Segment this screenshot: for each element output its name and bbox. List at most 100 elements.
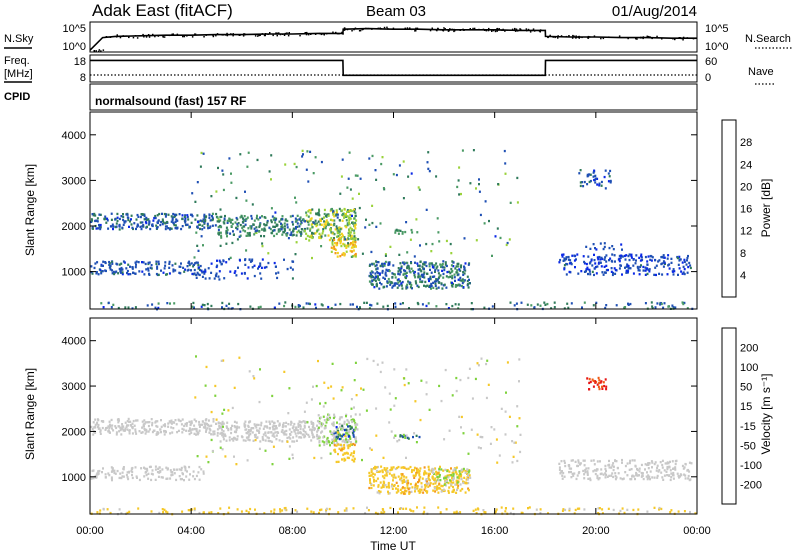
nsky-point xyxy=(299,34,301,37)
data-cell xyxy=(408,487,411,490)
nsky-point xyxy=(646,35,648,38)
data-cell xyxy=(270,231,273,235)
nsky-point xyxy=(182,35,184,38)
data-cell xyxy=(175,478,178,482)
data-cell xyxy=(155,260,158,263)
data-cell xyxy=(368,307,371,310)
data-cell xyxy=(202,470,205,473)
data-cell xyxy=(402,486,404,489)
data-cell xyxy=(431,477,434,480)
data-cell xyxy=(385,486,388,489)
data-cell xyxy=(348,234,351,237)
data-cell xyxy=(312,221,315,224)
data-cell xyxy=(348,231,351,234)
data-cell xyxy=(658,272,661,275)
data-cell xyxy=(588,270,591,273)
data-cell xyxy=(586,470,589,473)
data-cell xyxy=(452,469,455,472)
data-cell xyxy=(467,474,469,477)
data-cell xyxy=(353,379,356,382)
data-cell xyxy=(642,269,645,272)
data-cell xyxy=(421,477,424,480)
data-cell xyxy=(233,420,236,423)
data-cell xyxy=(499,236,502,240)
data-cell xyxy=(375,469,378,473)
data-cell xyxy=(333,413,336,416)
data-cell xyxy=(352,221,355,224)
data-cell xyxy=(400,476,403,480)
nsky-point xyxy=(674,37,676,40)
data-cell xyxy=(223,217,226,220)
nsky-point xyxy=(222,34,225,36)
data-cell xyxy=(375,268,378,271)
nsky-point xyxy=(429,29,432,32)
data-cell xyxy=(527,507,529,510)
data-cell xyxy=(211,214,213,218)
data-cell xyxy=(249,433,252,436)
data-cell xyxy=(273,234,276,238)
data-cell xyxy=(590,259,593,262)
data-cell xyxy=(164,264,167,267)
nsky-point xyxy=(386,26,388,29)
data-cell xyxy=(228,219,231,223)
data-cell xyxy=(271,425,274,429)
data-cell xyxy=(674,466,677,469)
data-cell xyxy=(329,227,332,231)
data-cell xyxy=(161,476,164,479)
data-cell xyxy=(325,224,328,228)
data-cell xyxy=(418,491,421,494)
data-cell xyxy=(320,303,323,306)
data-cell xyxy=(596,265,599,268)
data-cell xyxy=(135,227,137,231)
data-cell xyxy=(275,438,278,441)
data-cell xyxy=(260,277,263,280)
nsky-point xyxy=(502,29,504,31)
data-cell xyxy=(290,430,293,434)
nsky-point xyxy=(212,35,215,38)
data-cell xyxy=(509,301,512,304)
data-cell xyxy=(458,477,461,480)
data-cell xyxy=(435,471,438,474)
data-cell xyxy=(163,267,166,270)
data-cell xyxy=(683,301,686,305)
data-cell xyxy=(307,210,310,213)
data-cell xyxy=(623,254,626,258)
nsky-point xyxy=(491,30,493,32)
data-cell xyxy=(340,389,343,392)
data-cell xyxy=(272,428,275,431)
data-cell xyxy=(216,434,219,437)
data-cell xyxy=(371,154,374,158)
data-cell xyxy=(460,266,462,269)
data-cell xyxy=(526,303,529,306)
data-cell xyxy=(145,430,148,433)
data-cell xyxy=(443,283,446,286)
data-cell xyxy=(401,232,404,235)
data-cell xyxy=(393,284,396,287)
data-cell xyxy=(686,307,689,310)
data-cell xyxy=(150,478,153,482)
data-cell xyxy=(294,305,297,309)
data-cell xyxy=(670,509,673,512)
data-cell xyxy=(300,221,303,224)
data-cell xyxy=(253,423,256,426)
data-cell xyxy=(338,418,341,421)
data-cell xyxy=(224,455,227,458)
data-cell xyxy=(610,270,613,273)
data-cell xyxy=(115,426,118,430)
data-cell xyxy=(250,227,253,230)
data-cell xyxy=(603,245,606,249)
data-cell xyxy=(315,213,318,216)
data-cell xyxy=(573,254,576,257)
nsky-point xyxy=(336,32,339,35)
data-cell xyxy=(450,483,453,486)
data-cell xyxy=(516,201,519,204)
data-cell xyxy=(371,271,374,274)
data-cell xyxy=(216,259,218,262)
data-cell xyxy=(239,259,241,262)
data-cell xyxy=(603,271,606,274)
data-cell xyxy=(335,426,338,429)
data-cell xyxy=(187,509,190,512)
data-cell xyxy=(598,379,601,382)
data-cell xyxy=(565,256,568,259)
data-cell xyxy=(463,237,466,240)
